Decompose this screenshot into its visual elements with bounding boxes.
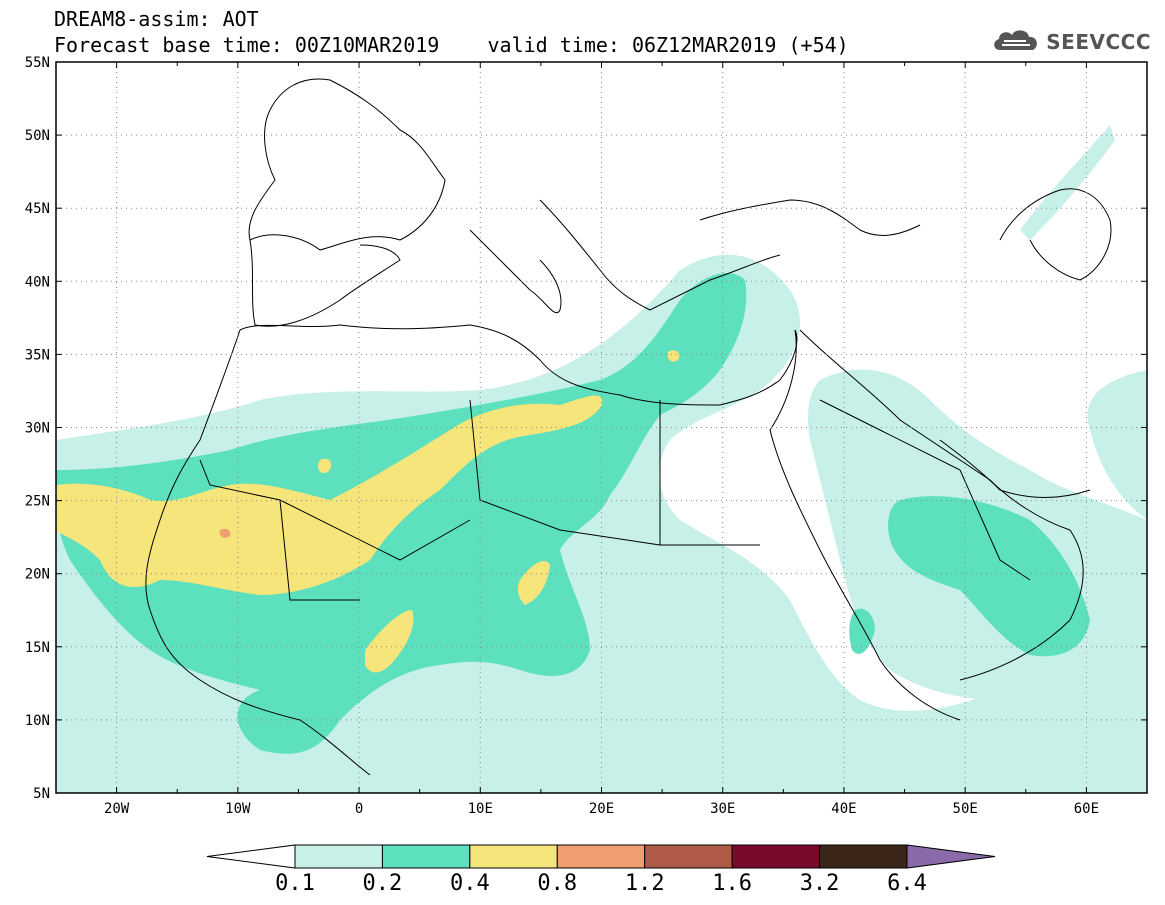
coast-persian: [939, 439, 1091, 498]
lat-label: 40N: [25, 274, 50, 290]
coast-turkey-blacksea: [699, 199, 921, 236]
lat-labels: 55N 50N 45N 40N 35N 30N 25N 20N 15N 10N 5N: [25, 55, 50, 802]
colorbar-label: 1.6: [712, 871, 752, 896]
lon-label: 50E: [953, 801, 978, 817]
border-sahara-3: [199, 459, 471, 561]
colorbar-swatch: [556, 844, 646, 869]
lon-label: 60E: [1074, 801, 1099, 817]
aot-yellow-nigeria: [365, 610, 414, 673]
colorbar-lower-extend: [206, 844, 296, 869]
border-sahara-1: [279, 499, 360, 601]
lat-label: 35N: [25, 347, 50, 363]
colorbar-upper-extend: [906, 844, 996, 869]
lon-label: 20E: [589, 801, 614, 817]
aot-yellow-chad: [517, 560, 550, 605]
lon-label: 30E: [710, 801, 735, 817]
coast-levant-redsea: [769, 329, 961, 721]
aot-band-0.4-0.8: [56, 350, 680, 673]
lon-label: 10E: [468, 801, 493, 817]
axis-ticks: [55, 61, 1148, 794]
colorbar: 0.1 0.2 0.4 0.8 1.2 1.6 3.2 6.4: [206, 844, 996, 896]
grid: [56, 62, 1147, 793]
colorbar-label: 0.4: [450, 871, 490, 896]
colorbar-swatch: [294, 844, 383, 869]
lat-label: 15N: [25, 640, 50, 656]
time-info: Forecast base time: 00Z10MAR2019 valid t…: [54, 34, 849, 56]
lat-label: 25N: [25, 494, 50, 510]
aot-medium-arabia: [888, 496, 1090, 657]
colorbar-label: 0.2: [363, 871, 403, 896]
colorbar-label: 0.1: [275, 871, 315, 896]
coastlines: [145, 78, 1112, 776]
lat-label: 30N: [25, 421, 50, 437]
coast-caspian: [999, 188, 1112, 281]
lat-label: 50N: [25, 128, 50, 144]
colorbar-swatch: [644, 844, 733, 869]
lat-label: 10N: [25, 713, 50, 729]
lat-label: 45N: [25, 201, 50, 217]
aot-orange-spot: [219, 528, 231, 538]
lat-label: 20N: [25, 567, 50, 583]
lon-label: 10W: [225, 801, 251, 817]
valid-time: valid time: 06Z12MAR2019 (+54): [487, 33, 849, 57]
lon-label: 0: [355, 801, 363, 817]
coast-north-africa: [239, 324, 798, 406]
colorbar-label: 3.2: [800, 871, 840, 896]
coast-iberia: [249, 239, 401, 327]
coast-west-africa: [145, 329, 371, 776]
coast-arabia-gulf: [799, 329, 1084, 681]
lon-label: 40E: [831, 801, 856, 817]
aot-band-0.8-1.2: [219, 528, 231, 538]
colorbar-swatch: [819, 844, 908, 869]
lon-label: 20W: [104, 801, 130, 817]
lat-label: 5N: [33, 786, 50, 802]
aot-shading: [56, 125, 1147, 793]
aot-medium-redsea: [849, 608, 875, 654]
base-time: Forecast base time: 00Z10MAR2019: [54, 33, 440, 57]
aot-yellow-algeria: [317, 458, 332, 474]
logo-text: SEEVCCC: [1046, 30, 1151, 54]
lon-labels: 20W 10W 0 10E 20E 30E 40E 50E 60E: [104, 801, 1099, 817]
aot-light-caspian: [1020, 125, 1115, 240]
colorbar-label: 6.4: [887, 871, 927, 896]
colorbar-swatch: [469, 844, 558, 869]
coast-balkans-greece: [539, 199, 781, 311]
aot-yellow-main: [56, 395, 603, 595]
seevccc-logo: SEEVCCC: [990, 26, 1151, 58]
coast-italy: [469, 229, 562, 313]
coast-europe-atlantic: [248, 78, 446, 251]
aot-yellow-crete: [667, 350, 680, 362]
map-title: DREAM8-assim: AOT: [54, 7, 259, 31]
border-saudi: [819, 399, 1031, 581]
colorbar-swatch: [731, 844, 821, 869]
border-sahara-2: [469, 399, 661, 546]
cloud-icon: [990, 26, 1042, 58]
colorbar-label: 1.2: [625, 871, 665, 896]
colorbar-label: 0.8: [537, 871, 577, 896]
lat-label: 55N: [25, 55, 50, 71]
colorbar-swatch: [381, 844, 471, 869]
